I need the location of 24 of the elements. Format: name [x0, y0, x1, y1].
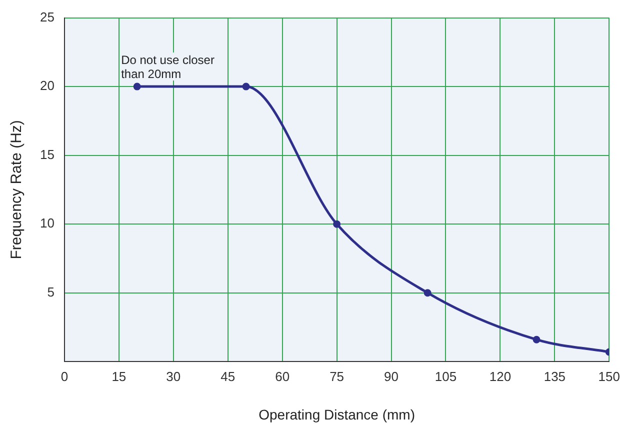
x-tick-label: 60	[275, 368, 290, 384]
x-tick-label: 30	[166, 368, 181, 384]
y-tick-label: 15	[40, 146, 54, 162]
y-tick-label: 5	[47, 284, 54, 300]
y-tick-label: 10	[40, 216, 54, 231]
point	[133, 82, 141, 90]
point	[532, 336, 540, 344]
point	[424, 289, 432, 297]
x-tick-label: 120	[489, 368, 512, 384]
point	[242, 82, 250, 90]
x-tick-label: 90	[384, 368, 399, 384]
point	[333, 220, 341, 228]
x-tick-label: 15	[112, 368, 126, 384]
x-tick-label: 150	[598, 368, 620, 384]
y-tick-label: 20	[40, 78, 54, 94]
x-tick-label: 0	[60, 368, 68, 384]
annotation: Do not use closer than 20mm	[121, 52, 214, 81]
x-tick-label: 135	[544, 368, 566, 384]
y-tick-label: 25	[40, 9, 54, 24]
x-tick-label: 105	[434, 368, 457, 384]
y-axis-title: Frequency Rate (Hz)	[8, 120, 26, 260]
x-axis-title: Operating Distance (mm)	[258, 406, 416, 422]
x-tick-label: 75	[330, 368, 344, 384]
x-tick-label: 45	[220, 368, 236, 384]
